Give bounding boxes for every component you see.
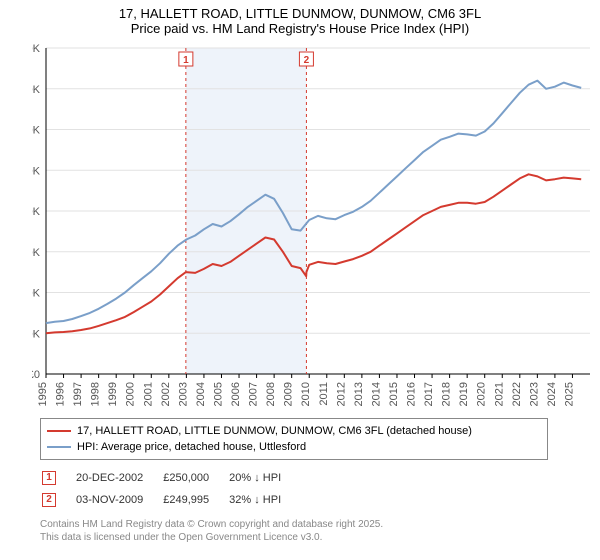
svg-text:1999: 1999 <box>107 382 119 406</box>
svg-text:2000: 2000 <box>125 382 137 406</box>
svg-text:£600K: £600K <box>32 125 41 137</box>
marker-table: 1 20-DEC-2002 £250,000 20% ↓ HPI 2 03-NO… <box>40 466 301 512</box>
svg-text:£0: £0 <box>32 369 40 381</box>
chart-title: 17, HALLETT ROAD, LITTLE DUNMOW, DUNMOW,… <box>0 0 600 38</box>
svg-text:£400K: £400K <box>32 206 41 218</box>
marker-date: 03-NOV-2009 <box>76 490 161 510</box>
marker-badge: 2 <box>42 493 56 507</box>
marker-delta: 20% ↓ HPI <box>229 468 299 488</box>
svg-text:£300K: £300K <box>32 247 41 259</box>
legend: 17, HALLETT ROAD, LITTLE DUNMOW, DUNMOW,… <box>40 418 548 460</box>
page: 17, HALLETT ROAD, LITTLE DUNMOW, DUNMOW,… <box>0 0 600 560</box>
svg-text:2024: 2024 <box>546 382 558 406</box>
marker-badge: 1 <box>42 471 56 485</box>
footnote-line: Contains HM Land Registry data © Crown c… <box>40 518 600 531</box>
svg-text:£200K: £200K <box>32 288 41 300</box>
svg-text:2002: 2002 <box>160 382 172 406</box>
svg-text:1998: 1998 <box>90 382 102 406</box>
svg-text:2005: 2005 <box>212 382 224 406</box>
line-chart: £0 £100K £200K £300K £400K £500K £600K £700K £80… <box>32 42 600 412</box>
svg-text:2: 2 <box>304 55 310 66</box>
legend-label: HPI: Average price, detached house, Uttl… <box>77 441 306 453</box>
svg-text:2001: 2001 <box>142 382 154 406</box>
title-line2: Price paid vs. HM Land Registry's House … <box>0 21 600 36</box>
marker-delta: 32% ↓ HPI <box>229 490 299 510</box>
svg-text:2014: 2014 <box>370 382 382 406</box>
svg-text:1996: 1996 <box>55 382 67 406</box>
svg-text:£500K: £500K <box>32 165 41 177</box>
marker-price: £249,995 <box>163 490 227 510</box>
svg-text:2012: 2012 <box>335 382 347 406</box>
svg-text:1995: 1995 <box>37 382 49 406</box>
marker-row: 2 03-NOV-2009 £249,995 32% ↓ HPI <box>42 490 299 510</box>
svg-text:2022: 2022 <box>511 382 523 406</box>
svg-text:2011: 2011 <box>318 382 330 406</box>
svg-text:1997: 1997 <box>72 382 84 406</box>
svg-text:2006: 2006 <box>230 382 242 406</box>
svg-text:2016: 2016 <box>406 382 418 406</box>
marker-date: 20-DEC-2002 <box>76 468 161 488</box>
svg-text:2018: 2018 <box>441 382 453 406</box>
legend-swatch <box>47 446 71 448</box>
title-line1: 17, HALLETT ROAD, LITTLE DUNMOW, DUNMOW,… <box>0 6 600 21</box>
svg-text:1: 1 <box>183 55 189 66</box>
svg-text:£800K: £800K <box>32 43 41 55</box>
svg-text:2025: 2025 <box>563 382 575 406</box>
svg-text:2020: 2020 <box>476 382 488 406</box>
svg-text:2013: 2013 <box>353 382 365 406</box>
svg-text:2009: 2009 <box>283 382 295 406</box>
svg-text:2021: 2021 <box>493 382 505 406</box>
svg-text:£700K: £700K <box>32 84 41 96</box>
svg-text:2007: 2007 <box>248 382 260 406</box>
footnote-line: This data is licensed under the Open Gov… <box>40 531 600 544</box>
svg-text:2004: 2004 <box>195 382 207 406</box>
svg-text:£100K: £100K <box>32 328 41 340</box>
footnote: Contains HM Land Registry data © Crown c… <box>40 518 600 544</box>
legend-row-price-paid: 17, HALLETT ROAD, LITTLE DUNMOW, DUNMOW,… <box>47 423 541 439</box>
chart-area: £0 £100K £200K £300K £400K £500K £600K £700K £80… <box>32 42 600 412</box>
marker-price: £250,000 <box>163 468 227 488</box>
legend-row-hpi: HPI: Average price, detached house, Uttl… <box>47 439 541 455</box>
svg-text:2023: 2023 <box>528 382 540 406</box>
svg-text:2008: 2008 <box>265 382 277 406</box>
svg-text:2019: 2019 <box>458 382 470 406</box>
svg-text:2017: 2017 <box>423 382 435 406</box>
legend-swatch <box>47 430 71 432</box>
legend-label: 17, HALLETT ROAD, LITTLE DUNMOW, DUNMOW,… <box>77 425 472 437</box>
svg-text:2015: 2015 <box>388 382 400 406</box>
svg-text:2003: 2003 <box>177 382 189 406</box>
marker-row: 1 20-DEC-2002 £250,000 20% ↓ HPI <box>42 468 299 488</box>
svg-text:2010: 2010 <box>300 382 312 406</box>
